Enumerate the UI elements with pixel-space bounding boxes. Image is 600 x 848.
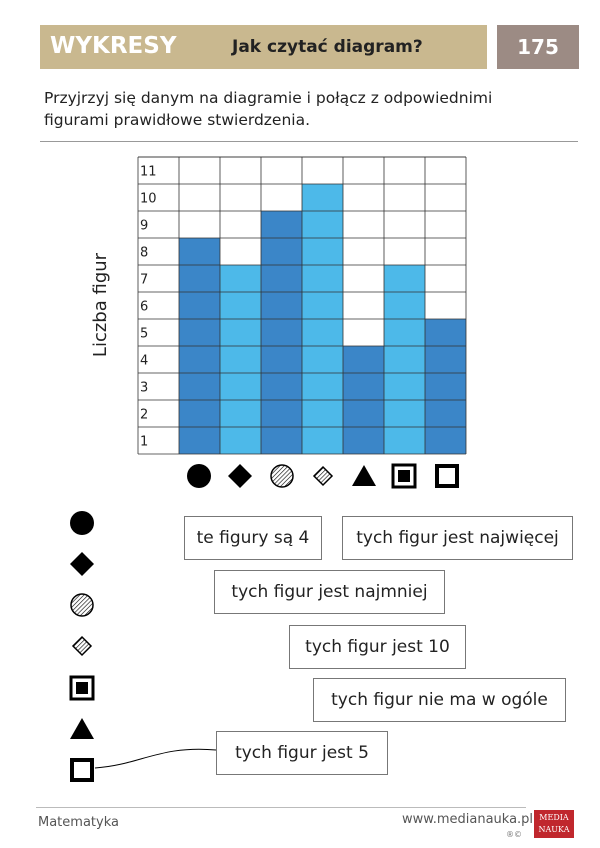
header-bar bbox=[40, 25, 487, 69]
url: www.medianauka.pl bbox=[402, 812, 534, 827]
section: WYKRESY bbox=[50, 33, 177, 59]
instruction: Przyjrzyj się danym na diagramie i połąc… bbox=[44, 89, 493, 129]
header-title: Jak czytać diagram? bbox=[232, 37, 423, 57]
statement[interactable]: tych figur jest 5 bbox=[216, 731, 388, 775]
shape bbox=[70, 758, 94, 782]
shape bbox=[270, 464, 294, 488]
statement[interactable]: te figury są 4 bbox=[184, 516, 322, 560]
bar bbox=[261, 211, 302, 454]
logo-top: MEDIA bbox=[539, 813, 569, 822]
y-tick-label: 6 bbox=[140, 300, 148, 315]
y-tick-label: 11 bbox=[140, 165, 157, 180]
y-tick-label: 4 bbox=[140, 354, 148, 369]
shape bbox=[313, 466, 333, 486]
shape bbox=[352, 465, 376, 486]
shape bbox=[72, 636, 92, 656]
y-axis-label: Liczba figur bbox=[90, 252, 111, 357]
y-tick-label: 7 bbox=[140, 273, 148, 288]
bar bbox=[220, 265, 261, 454]
shape bbox=[70, 511, 94, 535]
y-tick-label: 5 bbox=[140, 327, 148, 342]
divider bbox=[40, 141, 578, 142]
connector bbox=[94, 748, 217, 769]
shape bbox=[69, 675, 95, 701]
y-tick-label: 8 bbox=[140, 246, 148, 261]
shape bbox=[70, 552, 94, 576]
page-number: 175 bbox=[517, 35, 559, 59]
shape bbox=[228, 464, 252, 488]
shape bbox=[391, 463, 417, 489]
marks: ®© bbox=[506, 830, 522, 839]
y-tick-label: 2 bbox=[140, 408, 148, 423]
y-tick-label: 3 bbox=[140, 381, 148, 396]
shape bbox=[435, 464, 459, 488]
subject: Matematyka bbox=[38, 815, 119, 830]
logo-bottom: NAUKA bbox=[538, 825, 570, 834]
shape bbox=[187, 464, 211, 488]
page-number-box bbox=[497, 25, 579, 69]
bar bbox=[384, 265, 425, 454]
shape bbox=[70, 593, 94, 617]
logo: MEDIA NAUKA bbox=[534, 810, 574, 838]
shape bbox=[70, 718, 94, 739]
statement[interactable]: tych figur jest najmniej bbox=[214, 570, 445, 614]
y-tick-label: 10 bbox=[140, 192, 157, 207]
footer-line bbox=[36, 807, 526, 808]
y-tick-label: 9 bbox=[140, 219, 148, 234]
bar bbox=[425, 319, 466, 454]
statement[interactable]: tych figur jest 10 bbox=[289, 625, 466, 669]
statement[interactable]: tych figur jest najwięcej bbox=[342, 516, 573, 560]
y-tick-label: 1 bbox=[140, 435, 148, 450]
statement[interactable]: tych figur nie ma w ogóle bbox=[313, 678, 566, 722]
